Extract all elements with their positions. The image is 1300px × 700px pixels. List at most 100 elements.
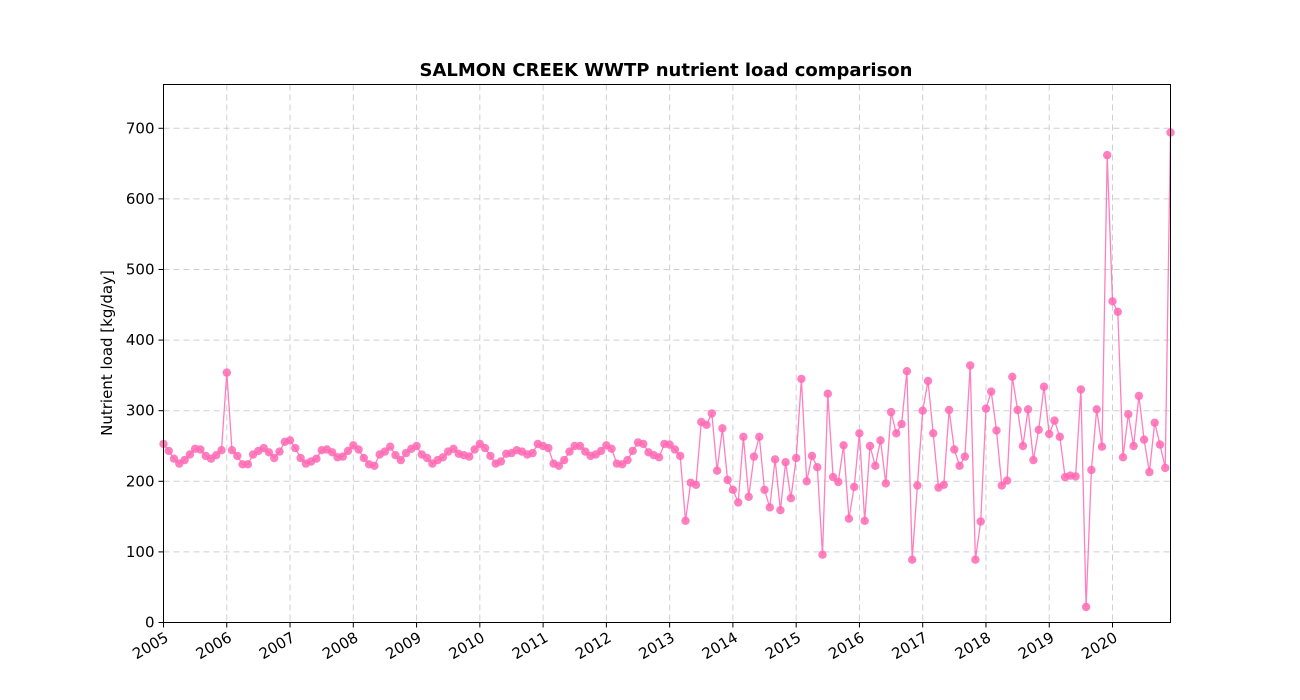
y-tick-label: 700 — [126, 119, 155, 137]
x-tick-label: 2012 — [572, 628, 614, 663]
data-point — [275, 447, 284, 456]
data-point — [1103, 150, 1112, 160]
data-point — [691, 480, 701, 489]
data-point — [449, 444, 458, 453]
data-point — [718, 424, 727, 433]
data-point — [865, 441, 875, 451]
data-point — [217, 446, 226, 455]
data-point — [338, 452, 347, 461]
chart-title: SALMON CREEK WWTP nutrient load comparis… — [419, 60, 912, 81]
data-point — [760, 485, 769, 494]
y-tick-label: 400 — [126, 331, 155, 349]
data-point — [470, 445, 479, 454]
data-point — [1023, 405, 1033, 414]
data-point — [976, 517, 985, 526]
data-point — [607, 444, 616, 453]
x-tick-label: 2007 — [256, 628, 298, 663]
data-point — [665, 440, 674, 449]
y-tick-label: 300 — [126, 402, 155, 420]
x-tick-label: 2014 — [699, 628, 741, 663]
data-point — [797, 374, 806, 384]
data-point — [528, 448, 537, 458]
data-point — [1118, 453, 1128, 462]
data-point — [950, 445, 959, 454]
data-point — [971, 555, 980, 564]
data-point — [1002, 476, 1012, 485]
data-point — [897, 419, 906, 429]
data-point — [496, 457, 506, 466]
y-tick-label: 0 — [145, 614, 155, 632]
x-tick-label: 2006 — [193, 628, 235, 663]
data-point — [354, 445, 363, 454]
data-point — [939, 480, 948, 489]
data-point — [1161, 463, 1170, 473]
data-point — [992, 426, 1001, 435]
data-point — [1008, 372, 1017, 381]
y-axis-label: Nutrient load [kg/day] — [98, 270, 116, 436]
x-tick-label: 2020 — [1078, 628, 1120, 663]
data-point — [670, 445, 680, 454]
data-point — [1034, 425, 1043, 434]
data-point — [765, 503, 774, 512]
x-tick-label: 2018 — [952, 628, 994, 663]
data-point — [981, 404, 991, 413]
data-point — [628, 446, 637, 456]
x-tick-label: 2005 — [129, 628, 171, 663]
data-point — [818, 550, 827, 559]
grid-lines — [163, 84, 1171, 623]
data-point — [966, 361, 975, 370]
data-point — [296, 453, 305, 463]
data-point — [855, 429, 864, 438]
data-point — [807, 451, 817, 461]
data-point — [1087, 465, 1096, 475]
data-point — [744, 492, 753, 501]
data-point — [222, 368, 231, 377]
data-point — [892, 429, 901, 438]
data-point — [596, 446, 606, 456]
data-point — [1013, 405, 1022, 415]
data-point — [1124, 410, 1133, 419]
data-point — [1018, 441, 1028, 451]
y-tick-label: 200 — [126, 472, 155, 490]
data-point — [422, 453, 432, 463]
data-point — [723, 475, 732, 485]
data-point — [834, 477, 843, 487]
data-point — [1050, 416, 1059, 425]
data-point — [902, 367, 912, 376]
x-tick-label: 2017 — [889, 628, 931, 663]
data-point — [1039, 382, 1049, 391]
data-point — [860, 516, 869, 525]
data-point — [212, 451, 221, 460]
data-point — [623, 455, 632, 465]
data-point — [770, 455, 780, 464]
data-point — [396, 455, 405, 465]
x-tick-label: 2013 — [636, 628, 678, 663]
data-point — [929, 429, 938, 438]
data-point — [1092, 405, 1101, 414]
data-point — [871, 461, 880, 470]
data-point — [1150, 418, 1159, 427]
data-point — [676, 451, 685, 461]
data-point — [1139, 435, 1149, 444]
data-point — [164, 446, 173, 456]
data-point — [823, 389, 832, 398]
data-point — [749, 452, 759, 461]
data-point — [913, 481, 922, 490]
data-point — [233, 451, 242, 461]
data-point — [169, 454, 179, 463]
data-point — [960, 452, 970, 461]
data-point — [707, 409, 716, 418]
x-tick-label: 2016 — [825, 628, 867, 663]
data-point — [1029, 455, 1038, 465]
data-point — [1145, 467, 1154, 477]
data-point — [386, 442, 395, 451]
data-point — [802, 477, 811, 486]
data-point — [918, 406, 927, 415]
x-tick-label: 2019 — [1015, 628, 1057, 663]
data-point — [1155, 440, 1165, 449]
y-tick-label: 100 — [126, 543, 155, 561]
data-point — [560, 455, 569, 465]
data-point — [1108, 297, 1117, 306]
x-tick-label: 2008 — [319, 628, 361, 663]
data-point — [380, 447, 390, 456]
